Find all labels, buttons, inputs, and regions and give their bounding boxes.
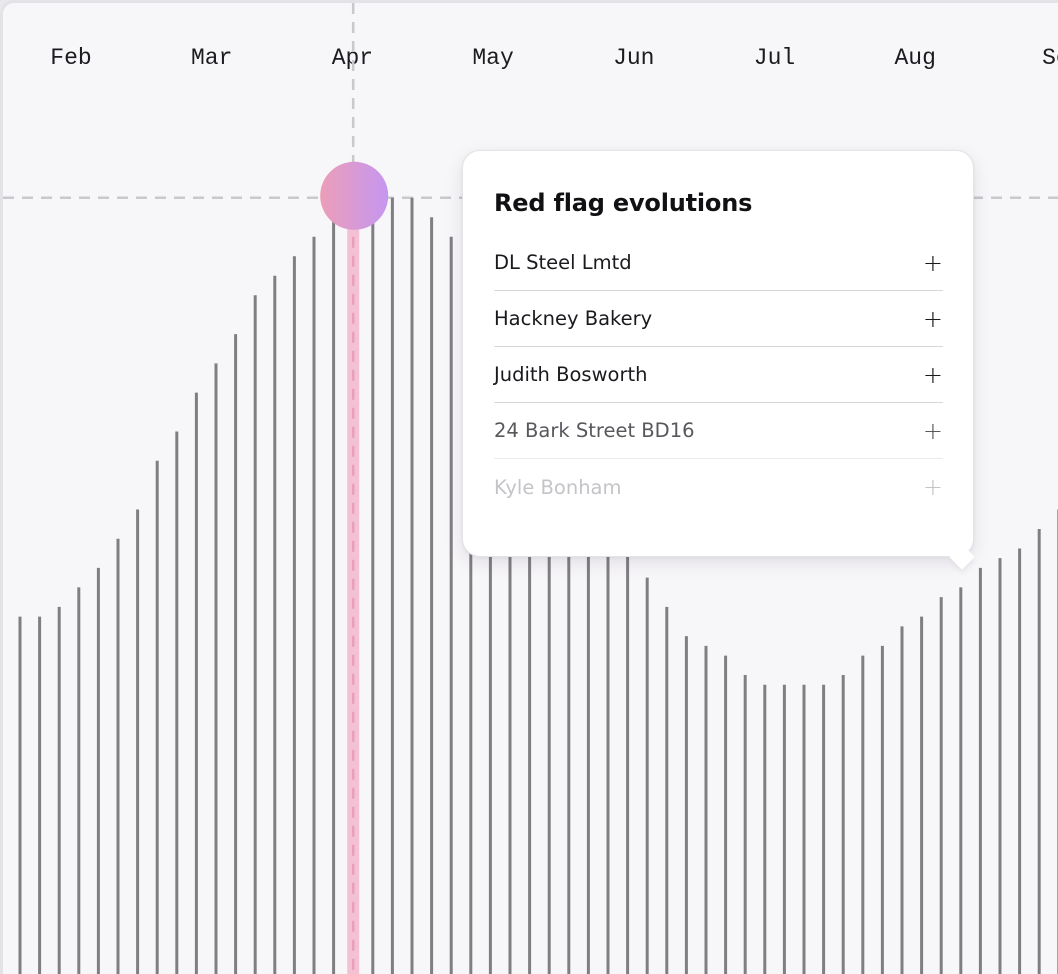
red-flag-label: Hackney Bakery xyxy=(494,307,653,330)
red-flag-label: 24 Bark Street BD16 xyxy=(494,419,695,442)
bar-chart: FebMarAprMayJunJulAugSe xyxy=(3,3,1058,974)
month-tick-label: Se xyxy=(1042,45,1058,71)
month-tick-label: Feb xyxy=(50,45,91,71)
month-tick-label: Jul xyxy=(754,45,795,71)
plus-icon[interactable]: + xyxy=(922,416,943,445)
red-flag-item[interactable]: Judith Bosworth + xyxy=(494,347,943,403)
plus-icon[interactable]: + xyxy=(922,304,943,333)
red-flag-list: DL Steel Lmtd + Hackney Bakery + Judith … xyxy=(494,235,943,515)
red-flag-item[interactable]: Hackney Bakery + xyxy=(494,291,943,347)
plus-icon[interactable]: + xyxy=(922,473,943,501)
red-flag-label: DL Steel Lmtd xyxy=(494,251,632,274)
red-flag-item[interactable]: DL Steel Lmtd + xyxy=(494,235,943,291)
red-flag-label: Judith Bosworth xyxy=(494,363,648,386)
month-tick-label: May xyxy=(472,45,514,71)
red-flag-tooltip: Red flag evolutions DL Steel Lmtd + Hack… xyxy=(462,150,974,557)
red-flag-label: Kyle Bonham xyxy=(494,475,622,499)
plus-icon[interactable]: + xyxy=(922,360,943,389)
red-flag-item[interactable]: 24 Bark Street BD16 + xyxy=(494,403,943,459)
month-tick-label: Aug xyxy=(894,45,935,71)
highlight-marker xyxy=(320,161,389,230)
red-flag-item[interactable]: Kyle Bonham + xyxy=(494,459,943,515)
month-tick-label: Jun xyxy=(613,45,654,71)
month-tick-label: Mar xyxy=(191,45,232,71)
plus-icon[interactable]: + xyxy=(922,248,943,277)
tooltip-title: Red flag evolutions xyxy=(494,189,753,217)
